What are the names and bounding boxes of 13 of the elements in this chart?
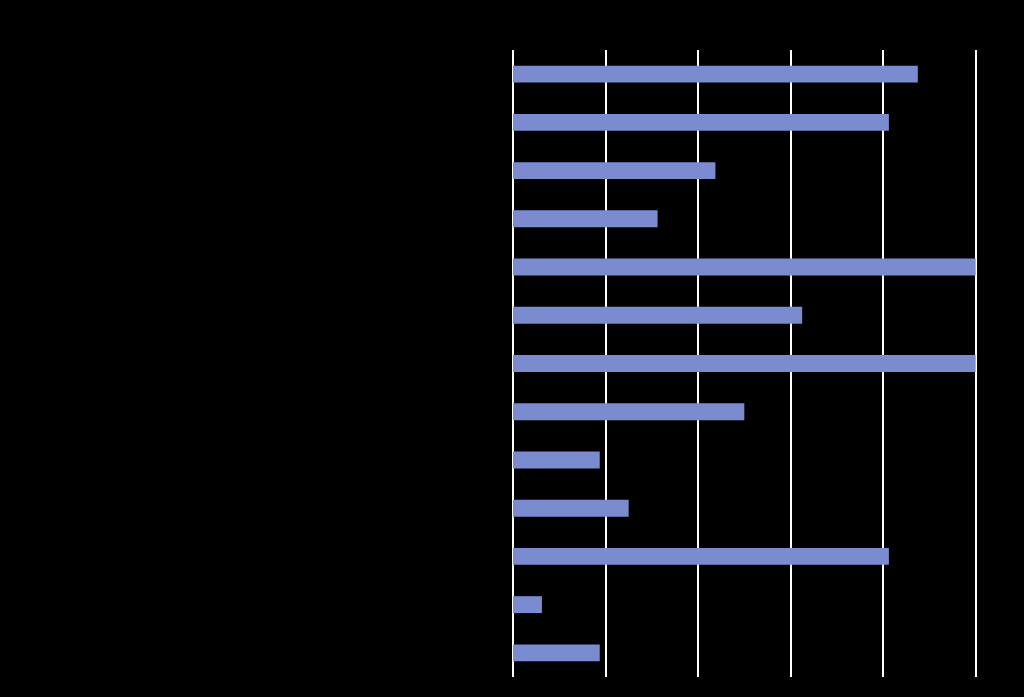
bar bbox=[513, 65, 918, 83]
bar bbox=[513, 596, 542, 614]
bar bbox=[513, 644, 600, 662]
bar bbox=[513, 499, 629, 517]
bar bbox=[513, 162, 716, 180]
bar bbox=[513, 306, 803, 324]
bar bbox=[513, 210, 658, 228]
bar bbox=[513, 355, 976, 372]
bar bbox=[513, 451, 600, 469]
bar bbox=[513, 403, 745, 421]
bar bbox=[513, 258, 976, 276]
bar bbox=[513, 547, 889, 565]
bar bbox=[513, 113, 889, 131]
